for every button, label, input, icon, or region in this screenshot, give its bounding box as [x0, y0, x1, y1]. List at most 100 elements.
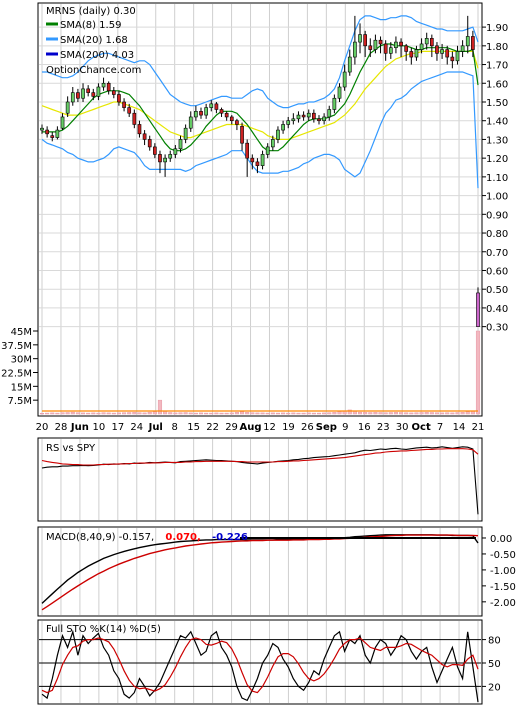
volume-bar	[265, 412, 270, 415]
volume-bar	[378, 412, 383, 415]
candle-body	[286, 120, 291, 125]
watermark: OptionChance.com	[46, 65, 141, 76]
macd-tick-label: -0.50	[490, 550, 516, 561]
candle-body	[255, 161, 260, 166]
x-axis-label: Aug	[240, 422, 262, 433]
volume-bar	[240, 411, 245, 415]
volume-bar	[198, 412, 204, 415]
volume-bar	[234, 412, 239, 415]
volume-bar	[347, 409, 352, 415]
x-axis-label: Jul	[148, 422, 163, 433]
volume-bar	[91, 412, 96, 415]
volume-bar	[424, 412, 429, 415]
volume-tick-label: 22.5M	[1, 369, 32, 380]
price-tick-label: 0.30	[486, 323, 508, 334]
volume-bar	[106, 412, 111, 415]
candle-body	[137, 124, 142, 135]
candle-body	[291, 118, 296, 122]
price-tick-label: 0.60	[486, 266, 508, 277]
volume-bar	[475, 330, 481, 415]
candle-body	[194, 111, 198, 118]
volume-bar	[275, 412, 280, 415]
price-legend: MRNS (daily) 0.30 SMA(8) 1.59 SMA(20) 1.…	[46, 6, 141, 76]
volume-bar	[363, 412, 368, 415]
volume-bar	[352, 410, 357, 415]
candle-body	[86, 88, 91, 93]
volume-bar	[255, 412, 260, 415]
sto-lines	[41, 629, 479, 703]
volume-bar	[414, 412, 419, 415]
x-axis-label: 21	[472, 422, 485, 433]
sto-series-line	[41, 629, 479, 703]
candle-body	[199, 111, 203, 116]
candle-body	[81, 88, 85, 99]
bollinger-lower-line	[41, 71, 479, 189]
price-tick-label: 1.10	[486, 173, 508, 184]
candle-body	[419, 43, 424, 50]
volume-bar	[409, 412, 414, 415]
volume-bar	[168, 412, 173, 415]
volume-bar	[332, 412, 337, 415]
volume-bar	[178, 412, 183, 415]
macd-hist-value: -0.226	[212, 532, 248, 543]
x-axis-label: 29	[225, 422, 238, 433]
volume-bar	[122, 412, 127, 415]
volume-bar	[111, 412, 116, 415]
candle-body	[455, 51, 460, 62]
x-axis-label: 16	[358, 422, 371, 433]
candle-body	[235, 120, 239, 125]
volume-bar	[399, 412, 404, 415]
candle-body	[363, 34, 367, 47]
candle-body	[373, 39, 378, 50]
candle-body	[224, 112, 229, 118]
volume-bar	[368, 412, 373, 415]
volume-bar	[224, 412, 229, 415]
sto-title: Full STO %K(14) %D(5)	[46, 624, 161, 635]
candle-body	[219, 109, 224, 114]
x-axis-label: Oct	[412, 422, 431, 433]
candle-body	[465, 36, 470, 47]
volume-bar	[142, 412, 147, 415]
candle-body	[306, 112, 311, 118]
x-axis-label: 8	[172, 422, 178, 433]
macd-panel-frame	[37, 526, 483, 617]
price-tick-label: 1.00	[486, 192, 508, 203]
volume-bar	[137, 412, 142, 415]
volume-bar	[65, 412, 70, 415]
volume-bar	[455, 412, 460, 415]
candle-body	[322, 116, 326, 122]
candle-body	[358, 34, 362, 43]
volume-bar	[86, 412, 91, 415]
price-tick-label: 0.80	[486, 229, 508, 240]
volume-tick-label: 37.5M	[1, 341, 32, 352]
x-axis-label: Sep	[316, 422, 337, 433]
candle-body	[132, 112, 137, 125]
macd-title-text: MACD(8,40,9) -0.157,	[46, 532, 154, 543]
sto-tick-label: 20	[488, 682, 501, 693]
candle-body	[122, 101, 126, 108]
price-tick-label: 1.70	[486, 61, 508, 72]
x-axis-label: 7	[437, 422, 443, 433]
candle-body	[209, 103, 214, 108]
price-grid	[39, 4, 481, 415]
candle-body	[332, 97, 337, 110]
volume-bar	[327, 412, 332, 415]
volume-bar	[183, 412, 188, 415]
volume-bar	[429, 412, 434, 415]
volume-bar	[250, 412, 255, 415]
bollinger-bands	[41, 15, 479, 189]
volume-tick-label: 30M	[11, 355, 32, 366]
volume-bar	[270, 412, 275, 415]
volume-bar	[75, 412, 80, 415]
candle-body	[445, 49, 450, 58]
volume-bar	[445, 412, 450, 415]
price-tick-label: 0.70	[486, 248, 508, 259]
candle-body	[312, 112, 316, 120]
candle-body	[229, 116, 234, 122]
volume-bar	[383, 412, 388, 415]
volume-bar	[440, 412, 445, 415]
candle-body	[399, 41, 403, 47]
x-axis-label: 20	[36, 422, 49, 433]
candle-body	[147, 139, 152, 148]
